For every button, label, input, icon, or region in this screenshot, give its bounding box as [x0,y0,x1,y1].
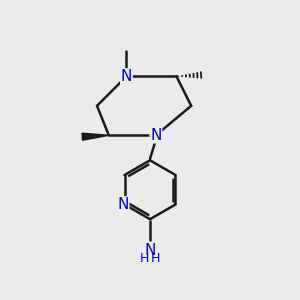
Text: H: H [140,253,149,266]
Text: N: N [144,243,156,258]
Text: N: N [150,128,162,143]
Polygon shape [82,133,109,140]
Text: N: N [117,197,129,212]
Text: H: H [151,253,160,266]
Text: N: N [121,69,132,84]
